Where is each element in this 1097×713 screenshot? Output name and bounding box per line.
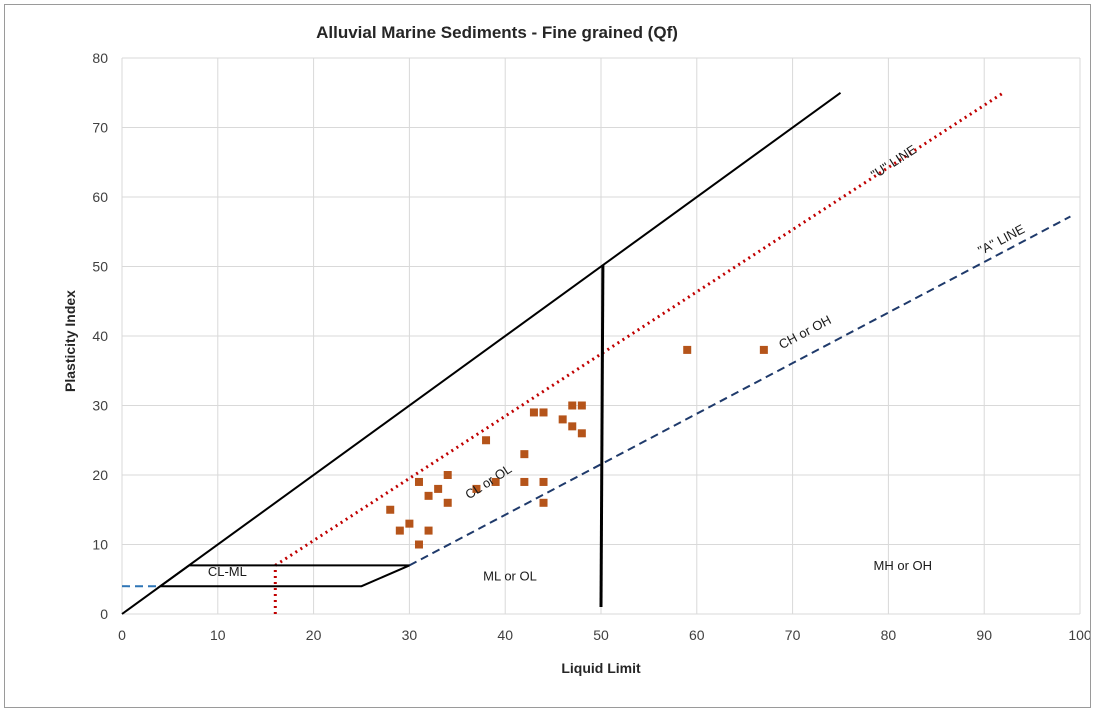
y-tick-label: 60	[92, 189, 108, 205]
zone-label: MH or OH	[874, 558, 933, 573]
zone-label: CL-ML	[208, 564, 247, 579]
y-tick-label: 10	[92, 537, 108, 553]
data-point	[759, 345, 768, 354]
x-tick-label: 0	[118, 627, 126, 643]
data-point	[405, 519, 414, 528]
data-point	[683, 345, 692, 354]
y-tick-label: 80	[92, 50, 108, 66]
u-line-line	[274, 91, 1005, 567]
x-tick-label: 100	[1068, 627, 1090, 643]
x-tick-label: 50	[593, 627, 609, 643]
data-point	[443, 471, 452, 479]
cl-ml-zone-line	[157, 564, 410, 588]
data-point	[491, 477, 500, 486]
chart-title: Alluvial Marine Sediments - Fine grained…	[316, 23, 678, 42]
data-point	[539, 498, 548, 507]
data-point	[529, 408, 538, 417]
y-tick-label: 40	[92, 328, 108, 344]
data-point	[482, 436, 491, 445]
data-point	[539, 408, 548, 417]
zone-label: ML or OL	[483, 569, 537, 584]
x-tick-label: 30	[402, 627, 418, 643]
tick-labels: 0 10 20 30 40 50 60 70 80 90 100 0 10 20 30 40 50 60 70 80	[92, 50, 1090, 643]
upper-limit-line	[121, 91, 842, 615]
y-tick-label: 50	[92, 259, 108, 275]
data-point	[443, 498, 452, 507]
x-tick-label: 10	[210, 627, 226, 643]
data-point	[577, 429, 586, 438]
y-tick-label: 0	[100, 606, 108, 622]
data-point	[472, 484, 481, 493]
data-point	[568, 422, 577, 431]
data-point	[424, 491, 433, 500]
data-points	[386, 345, 768, 549]
y-axis-title: Plasticity Index	[62, 290, 78, 392]
data-point	[558, 415, 567, 424]
x-axis-title: Liquid Limit	[561, 660, 641, 676]
x-tick-label: 60	[689, 627, 705, 643]
y-tick-label: 20	[92, 467, 108, 483]
a-line-line	[408, 215, 1071, 567]
x-tick-label: 20	[306, 627, 322, 643]
data-point	[520, 477, 529, 486]
data-point	[386, 505, 395, 514]
zone-label: "U" LINE	[868, 142, 919, 183]
y-tick-label: 30	[92, 398, 108, 414]
data-point	[414, 477, 423, 486]
x-tick-label: 80	[881, 627, 897, 643]
x-tick-label: 70	[785, 627, 801, 643]
data-point	[520, 450, 529, 459]
x-tick-label: 40	[497, 627, 513, 643]
reference-lines	[121, 91, 1071, 615]
x-tick-label: 90	[976, 627, 992, 643]
y-tick-label: 70	[92, 120, 108, 136]
data-point	[424, 526, 433, 535]
ll-50-line	[599, 265, 605, 608]
data-point	[395, 526, 404, 535]
data-point	[568, 401, 577, 410]
data-point	[539, 477, 548, 486]
zone-label: CL or OL	[462, 461, 514, 502]
chart-frame: CL-ML ML or OL MH or OH CL or OL CH or OH "U"…	[4, 4, 1091, 708]
data-point	[434, 484, 443, 493]
data-point	[414, 540, 423, 549]
data-point	[577, 401, 586, 410]
